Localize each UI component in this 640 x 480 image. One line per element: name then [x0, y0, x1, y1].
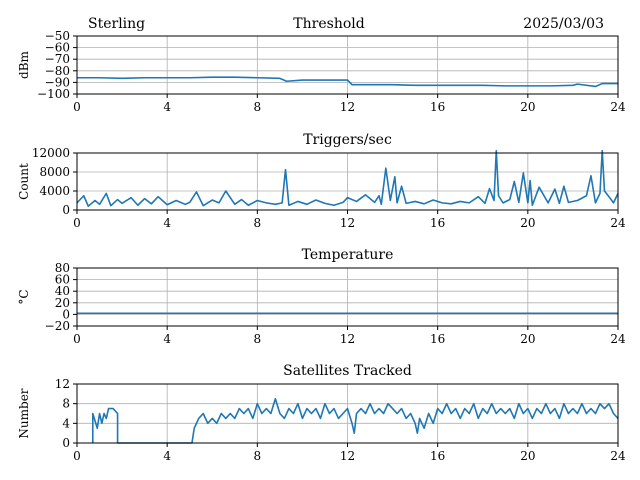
y-tick-label: −100	[37, 87, 70, 101]
panel-title: Temperature	[302, 247, 394, 263]
x-tick-label: 12	[340, 332, 355, 346]
y-tick-label: 0	[62, 307, 70, 321]
series-line	[77, 76, 618, 88]
x-tick-label: 24	[610, 332, 626, 346]
x-tick-label: 4	[163, 216, 171, 230]
panel-0: 0 4 8 12 16 20 24 −100−90−80−70−60−50 dBm	[17, 29, 626, 114]
y-tick-label: 0	[62, 436, 70, 450]
x-tick-label: 4	[163, 332, 171, 346]
x-tick-label: 12	[340, 100, 355, 114]
header-station-name: Sterling	[88, 16, 145, 32]
y-tick-label: −90	[45, 75, 70, 89]
series-line	[91, 397, 619, 444]
y-tick-label: 8000	[39, 165, 70, 179]
x-tick-label: 12	[340, 449, 355, 463]
panel-1: 0 4 8 12 16 20 24 0 4000 8000 12000 Triggers/sec Cou…	[17, 132, 626, 230]
x-tick-label: 24	[610, 100, 626, 114]
x-tick-label: 24	[610, 216, 626, 230]
y-tick-label: −20	[45, 319, 70, 333]
chart-panels: 0 4 8 12 16 20 24 −100−90−80−70−60−50 dBm 0 4 8 12 16…	[17, 29, 626, 463]
y-tick-label: −70	[45, 52, 70, 66]
x-tick-label: 0	[73, 332, 81, 346]
y-tick-label: 80	[55, 261, 70, 275]
x-tick-label: 16	[430, 332, 445, 346]
x-tick-label: 20	[520, 216, 535, 230]
y-tick-label: 60	[55, 273, 70, 287]
x-tick-label: 8	[254, 100, 262, 114]
series-line	[76, 149, 619, 207]
panel-title: Satellites Tracked	[283, 363, 412, 379]
y-tick-label: 0	[62, 203, 70, 217]
x-tick-label: 16	[430, 449, 445, 463]
x-tick-label: 8	[254, 216, 262, 230]
y-tick-label: −60	[45, 41, 70, 55]
y-tick-label: 40	[55, 284, 70, 298]
y-axis-label: Count	[17, 163, 31, 200]
x-tick-label: 4	[163, 449, 171, 463]
x-tick-label: 0	[73, 449, 81, 463]
y-tick-label: 12	[55, 377, 70, 391]
panel-title: Triggers/sec	[303, 132, 392, 148]
x-tick-label: 8	[254, 449, 262, 463]
x-tick-label: 20	[520, 449, 535, 463]
header-date: 2025/03/03	[523, 16, 604, 32]
x-tick-label: 0	[73, 100, 81, 114]
y-axis-label: °C	[17, 289, 31, 304]
panel-3: 0 4 8 12 16 20 24 0 4 8 12 Satellites Tracked Number	[17, 363, 626, 463]
x-tick-label: 20	[520, 332, 535, 346]
x-tick-label: 16	[430, 216, 445, 230]
y-tick-label: 4	[62, 416, 70, 430]
x-tick-label: 24	[610, 449, 626, 463]
y-tick-label: 20	[55, 296, 70, 310]
x-tick-label: 0	[73, 216, 81, 230]
x-tick-label: 20	[520, 100, 535, 114]
y-axis-label: Number	[17, 388, 31, 438]
x-tick-label: 8	[254, 332, 262, 346]
x-tick-label: 12	[340, 216, 355, 230]
y-tick-label: −50	[45, 29, 70, 43]
y-tick-label: 8	[62, 397, 70, 411]
x-tick-label: 4	[163, 100, 171, 114]
y-tick-label: 4000	[39, 184, 70, 198]
x-tick-label: 16	[430, 100, 445, 114]
y-tick-label: −80	[45, 64, 70, 78]
y-axis-label: dBm	[17, 50, 31, 79]
y-tick-label: 12000	[32, 146, 70, 160]
header-chart-title: Threshold	[293, 16, 364, 32]
